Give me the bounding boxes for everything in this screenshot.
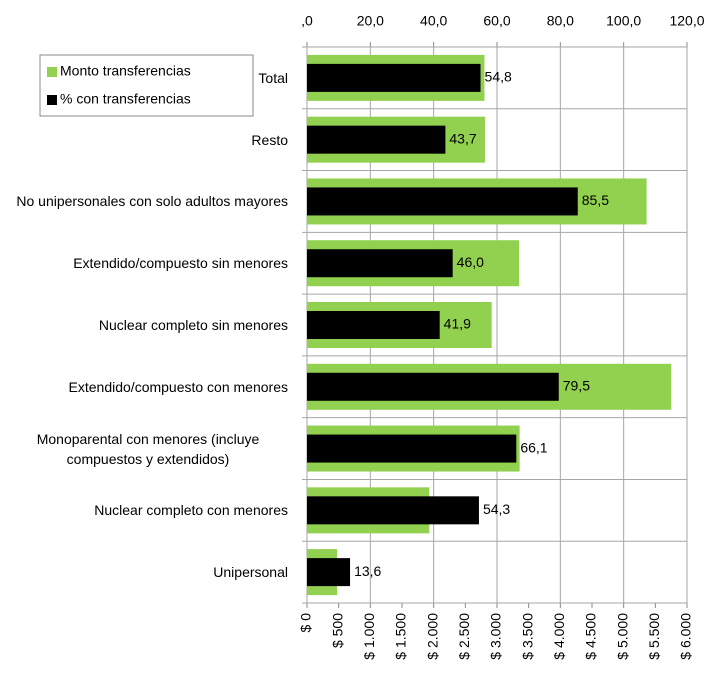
- value-label: $ 475: [311, 563, 346, 579]
- bottom-tick-label: $ 500: [329, 613, 345, 648]
- bottom-tick-label: $ 3.000: [488, 613, 504, 660]
- top-tick-label: 100,0: [606, 13, 641, 29]
- value-label: $ 2.916: [311, 316, 358, 332]
- bottom-tick-label: $ 5.500: [646, 613, 662, 660]
- bottom-tick-label: $ 3.500: [519, 613, 535, 660]
- bottom-tick-label: $ 4.000: [551, 613, 567, 660]
- category-text: No unipersonales con solo adultos mayore…: [16, 193, 288, 210]
- bar: [307, 558, 351, 587]
- top-tick-label: 40,0: [420, 13, 447, 29]
- category-text: Monoparental con menores (incluye compue…: [36, 430, 260, 467]
- bar: [307, 496, 479, 525]
- value-label: $ 3.357: [311, 439, 358, 455]
- bottom-tick-label: $ 5.000: [614, 613, 630, 660]
- bottom-tick-label: $ 1.000: [361, 613, 377, 660]
- category-label: Total: [8, 47, 288, 109]
- category-label: Extendido/compuesto con menores: [8, 356, 288, 418]
- category-text: Extendido/compuesto con menores: [68, 378, 288, 395]
- legend-label: % con transferencias: [60, 91, 191, 107]
- category-label: Nuclear completo sin menores: [8, 294, 288, 356]
- category-label: Monoparental con menores (incluye compue…: [8, 418, 288, 480]
- bottom-tick-label: $ 0: [298, 613, 314, 633]
- bottom-tick-label: $ 4.500: [583, 613, 599, 660]
- value-label: $ 1.932: [311, 501, 358, 517]
- category-label: No unipersonales con solo adultos mayore…: [8, 171, 288, 233]
- bar: [307, 372, 559, 401]
- bottom-tick-label: $ 6.000: [678, 613, 694, 660]
- bottom-tick-label: $ 2.500: [456, 613, 472, 660]
- category-label: Unipersonal: [8, 541, 288, 603]
- legend-label: Monto transferencias: [60, 63, 191, 79]
- top-tick-label: 20,0: [357, 13, 384, 29]
- bar: [307, 249, 453, 278]
- category-text: Unipersonal: [213, 564, 288, 581]
- value-label: 79,5: [563, 377, 590, 393]
- category-text: Nuclear completo con menores: [94, 502, 288, 519]
- bar: [307, 434, 517, 463]
- bar: [307, 311, 440, 339]
- value-label: $ 2.802: [311, 69, 358, 85]
- value-label: $ 2.810: [311, 130, 358, 146]
- bottom-tick-label: $ 1.500: [393, 613, 409, 660]
- category-text: Total: [258, 69, 288, 86]
- value-label: 41,9: [444, 316, 471, 332]
- top-tick-label: 120,0: [669, 13, 704, 29]
- category-label: Extendido/compuesto sin menores: [8, 232, 288, 294]
- legend-swatch: [47, 95, 57, 105]
- legend-swatch: [47, 67, 57, 77]
- value-label: $ 5.362: [311, 192, 358, 208]
- value-label: 54,3: [483, 501, 510, 517]
- legend-box: [39, 54, 254, 117]
- value-label: 43,7: [449, 130, 476, 146]
- value-label: $ 3.349: [311, 254, 358, 270]
- bar: [307, 125, 446, 154]
- bar: [307, 187, 578, 216]
- category-text: Nuclear completo sin menores: [98, 316, 288, 333]
- value-label: 66,1: [520, 439, 547, 455]
- category-text: Resto: [251, 131, 288, 148]
- category-label: Nuclear completo con menores: [8, 479, 288, 541]
- value-label: 13,6: [354, 563, 381, 579]
- category-label: Resto: [8, 109, 288, 171]
- category-text: Extendido/compuesto sin menores: [73, 255, 288, 272]
- bar: [307, 63, 481, 92]
- value-label: 54,8: [485, 69, 512, 85]
- value-label: 46,0: [457, 254, 484, 270]
- top-tick-label: ,0: [301, 13, 313, 29]
- bottom-tick-label: $ 2.000: [424, 613, 440, 660]
- top-tick-label: 80,0: [547, 13, 574, 29]
- value-label: 85,5: [582, 192, 609, 208]
- top-tick-label: 60,0: [483, 13, 510, 29]
- value-label: $ 5.752: [311, 377, 358, 393]
